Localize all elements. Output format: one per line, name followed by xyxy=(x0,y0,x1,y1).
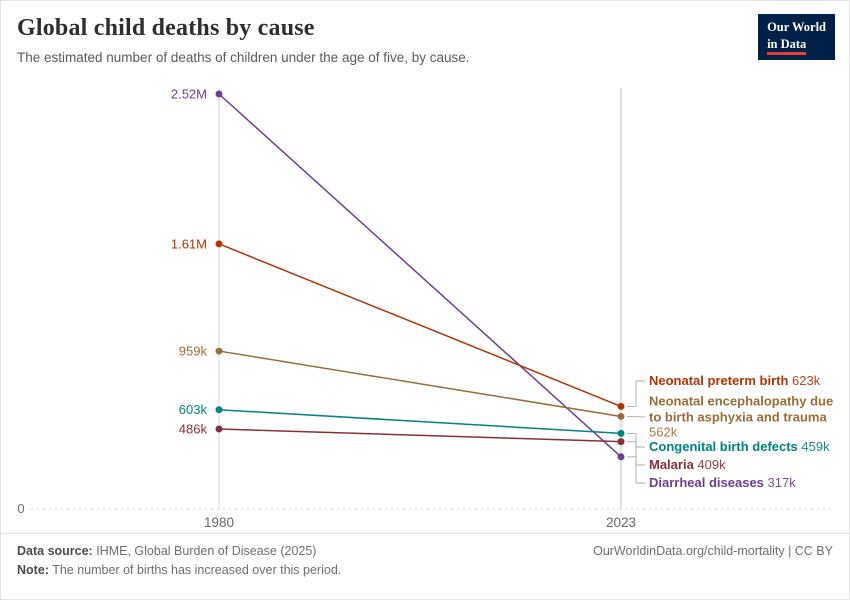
series-point-start[interactable] xyxy=(215,406,223,414)
series-name: Diarrheal diseases xyxy=(649,475,764,491)
data-source-line: Data source: IHME, Global Burden of Dise… xyxy=(17,544,317,558)
chart-footer: Data source: IHME, Global Burden of Dise… xyxy=(1,533,849,599)
chart-subtitle: The estimated number of deaths of childr… xyxy=(17,50,470,65)
owid-logo-line1: Our World xyxy=(767,20,826,34)
series-name: Neonatal preterm birth xyxy=(649,373,789,389)
series-point-end[interactable] xyxy=(617,429,625,437)
series-name: Malaria xyxy=(649,457,694,473)
label-connector xyxy=(626,415,646,418)
series-line[interactable] xyxy=(218,93,622,458)
chart-header: Global child deaths by cause The estimat… xyxy=(1,1,849,65)
series-point-end[interactable] xyxy=(617,453,625,461)
series-name: Neonatal encephalopathy due to birth asp… xyxy=(649,393,834,425)
start-value-label: 486k xyxy=(179,421,208,436)
label-connector xyxy=(627,380,645,407)
series-point-end[interactable] xyxy=(617,438,625,446)
series-line[interactable] xyxy=(218,428,622,443)
start-value-label: 2.52M xyxy=(171,87,207,102)
series-point-start[interactable] xyxy=(215,425,223,433)
start-value-label: 959k xyxy=(179,344,208,359)
page-title: Global child deaths by cause xyxy=(17,15,315,41)
series-point-end[interactable] xyxy=(617,412,625,420)
series-point-start[interactable] xyxy=(215,347,223,355)
start-value-label: 603k xyxy=(179,402,208,417)
series-end-label[interactable]: Neonatal encephalopathy due to birth asp… xyxy=(649,394,845,441)
series-end-label[interactable]: Diarrheal diseases 317k xyxy=(649,475,796,491)
series-end-value: 623k xyxy=(788,373,821,389)
series-end-value: 409k xyxy=(693,457,726,473)
start-value-label: 1.61M xyxy=(171,236,207,251)
series-end-label[interactable]: Congenital birth defects 459k xyxy=(649,439,830,455)
series-end-value: 317k xyxy=(763,475,796,491)
owid-logo[interactable]: Our World in Data xyxy=(758,14,835,60)
y-zero-label: 0 xyxy=(17,501,24,516)
series-point-start[interactable] xyxy=(215,240,223,248)
note-line: Note: The number of births has increased… xyxy=(17,563,342,577)
series-line[interactable] xyxy=(218,408,622,435)
series-line[interactable] xyxy=(218,350,622,418)
series-point-start[interactable] xyxy=(215,90,223,98)
series-end-value: 459k xyxy=(797,439,830,455)
series-end-value: 562k xyxy=(649,424,678,440)
series-end-label[interactable]: Malaria 409k xyxy=(649,457,726,473)
label-connector xyxy=(627,456,645,484)
series-name: Congenital birth defects xyxy=(649,439,798,455)
x-tick-end-year: 2023 xyxy=(606,515,636,530)
series-line[interactable] xyxy=(218,243,622,408)
series-end-label[interactable]: Neonatal preterm birth 623k xyxy=(649,373,820,389)
owid-logo-line2: in Data xyxy=(767,36,826,55)
label-connector xyxy=(627,432,645,448)
slope-chart-canvas: 0 1980 2023 2.52M 1.61M 959k 603k 486k xyxy=(17,87,833,530)
x-tick-start-year: 1980 xyxy=(204,515,234,530)
attribution-link[interactable]: OurWorldinData.org/child-mortality | CC … xyxy=(593,544,833,558)
label-connector xyxy=(627,441,645,466)
series-point-end[interactable] xyxy=(617,402,625,410)
footer-left: Data source: IHME, Global Burden of Dise… xyxy=(17,544,341,582)
